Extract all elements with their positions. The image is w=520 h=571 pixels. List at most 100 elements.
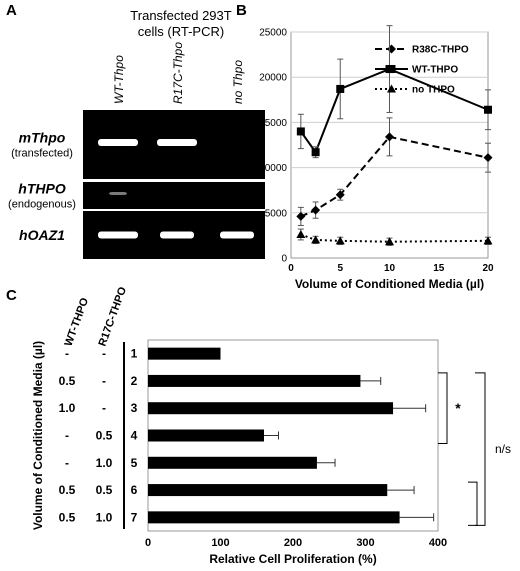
gel-lane-label: no Thpo [231,60,245,104]
legend-label: R38C-THPO [412,45,469,56]
x-axis-label: Relative Cell Proliferation (%) [209,552,376,566]
column-header: R17C-THPO [97,285,130,348]
data-point [484,105,492,114]
panel-c: C WT-THPO R17C-THPO Volume of Conditioned … [6,285,511,566]
x-tick-label: 300 [356,537,374,549]
r17c-volume: - [102,374,106,388]
panel-b-letter: B [236,2,247,19]
data-point [483,153,493,163]
data-point [296,127,305,136]
row-number: 1 [131,347,138,361]
y-tick-label: 10000 [259,163,287,174]
r17c-volume: - [102,401,106,415]
legend-marker [387,65,396,73]
gel-band [160,231,194,239]
gel-band [109,192,127,195]
data-point [385,132,394,142]
bracket [475,372,486,526]
gel-lane-labels: WT-Thpo R17C-Thpo no Thpo [112,42,245,104]
gel-title-line1: Transfected 293T [130,8,231,23]
bar [148,374,361,387]
r17c-volume: 1.0 [96,456,113,470]
gel-title-line2: cells (RT-PCR) [138,24,224,39]
gel-band [157,139,197,146]
wt-volume: - [65,429,69,443]
gel-row-name: mThpo [19,130,66,146]
significance-label: n/s [495,442,511,456]
wt-volume: 1.0 [59,401,76,415]
x-tick-label: 100 [211,537,229,549]
bar [148,511,400,524]
data-point [311,148,320,157]
row-number: 3 [131,401,138,415]
bar [148,456,317,469]
gel-row-bg [83,182,265,209]
y-tick-label: 15000 [259,118,287,129]
row-number: 2 [131,374,138,388]
row-number: 4 [131,429,138,443]
series-line [300,135,489,218]
gel-lane-label: R17C-Thpo [171,42,185,104]
x-tick-label: 15 [433,263,445,274]
y-tick-label: 5000 [265,208,288,219]
row-number: 6 [131,483,138,497]
r17c-volume: - [102,347,106,361]
legend-label: no THPO [412,85,455,96]
x-tick-label: 200 [284,537,302,549]
panel-a-letter: A [6,2,17,19]
row-number: 5 [131,456,138,470]
wt-volume: 0.5 [59,510,76,524]
wt-volume: - [65,347,69,361]
data-point [311,205,321,215]
column-header: WT-THPO [63,296,92,348]
panel-a: A Transfected 293T cells (RT-PCR) WT-Thp… [6,2,265,261]
x-tick-label: 5 [337,263,343,274]
gel-row-sub: (endogenous) [8,199,76,211]
y-tick-label: 25000 [259,28,287,39]
bar [148,347,221,360]
bar [148,429,264,442]
series-line [300,233,489,243]
significance-label: * [455,400,461,416]
bar [148,402,394,415]
panel-c-letter: C [6,287,17,304]
x-tick-label: 10 [384,263,396,274]
gel-band [220,231,254,239]
wt-volume: 0.5 [59,483,76,497]
row-number: 7 [131,510,138,524]
gel-row-name: hTHPO [18,181,66,197]
y-tick-label: 0 [281,254,287,265]
wt-volume: - [65,456,69,470]
gel-row-name: hOAZ1 [19,227,65,243]
x-tick-label: 400 [429,537,447,549]
data-point [483,236,493,245]
series-line [300,67,489,155]
bar [148,484,388,497]
panel-b: B 0 5000 10000 15000 20000 25000 0 5 10 15 20 Volum… [236,2,494,291]
x-tick-label: 0 [288,263,294,274]
gel-band [98,231,138,239]
r17c-volume: 1.0 [96,510,113,524]
wt-volume: 0.5 [59,374,76,388]
gel-band [98,139,138,146]
x-axis-label: Volume of Conditioned Media (µl) [295,277,484,291]
r17c-volume: 0.5 [96,483,113,497]
data-point [296,229,306,238]
gel-row-labels: mThpo (transfected) hTHPO (endogenous) hOAZ1 [8,130,76,244]
data-point [336,84,345,93]
x-tick-label: 20 [482,263,494,274]
data-point [335,190,345,200]
legend-label: WT-THPO [412,65,458,76]
gel-lane-label: WT-Thpo [112,55,126,104]
gel-image [83,108,265,261]
data-point [385,237,394,246]
legend-marker [387,44,396,54]
gel-row-sub: (transfected) [11,148,73,160]
legend-marker [387,84,396,93]
r17c-volume: 0.5 [96,429,113,443]
y-tick-label: 20000 [259,73,287,84]
bar-chart: WT-THPO R17C-THPO Volume of Conditioned Me… [31,285,511,566]
y-axis-label: No. of Cells [238,112,252,178]
bracket [438,372,448,444]
line-chart: 0 5000 10000 15000 20000 25000 0 5 10 15 20 Volume … [238,25,494,291]
